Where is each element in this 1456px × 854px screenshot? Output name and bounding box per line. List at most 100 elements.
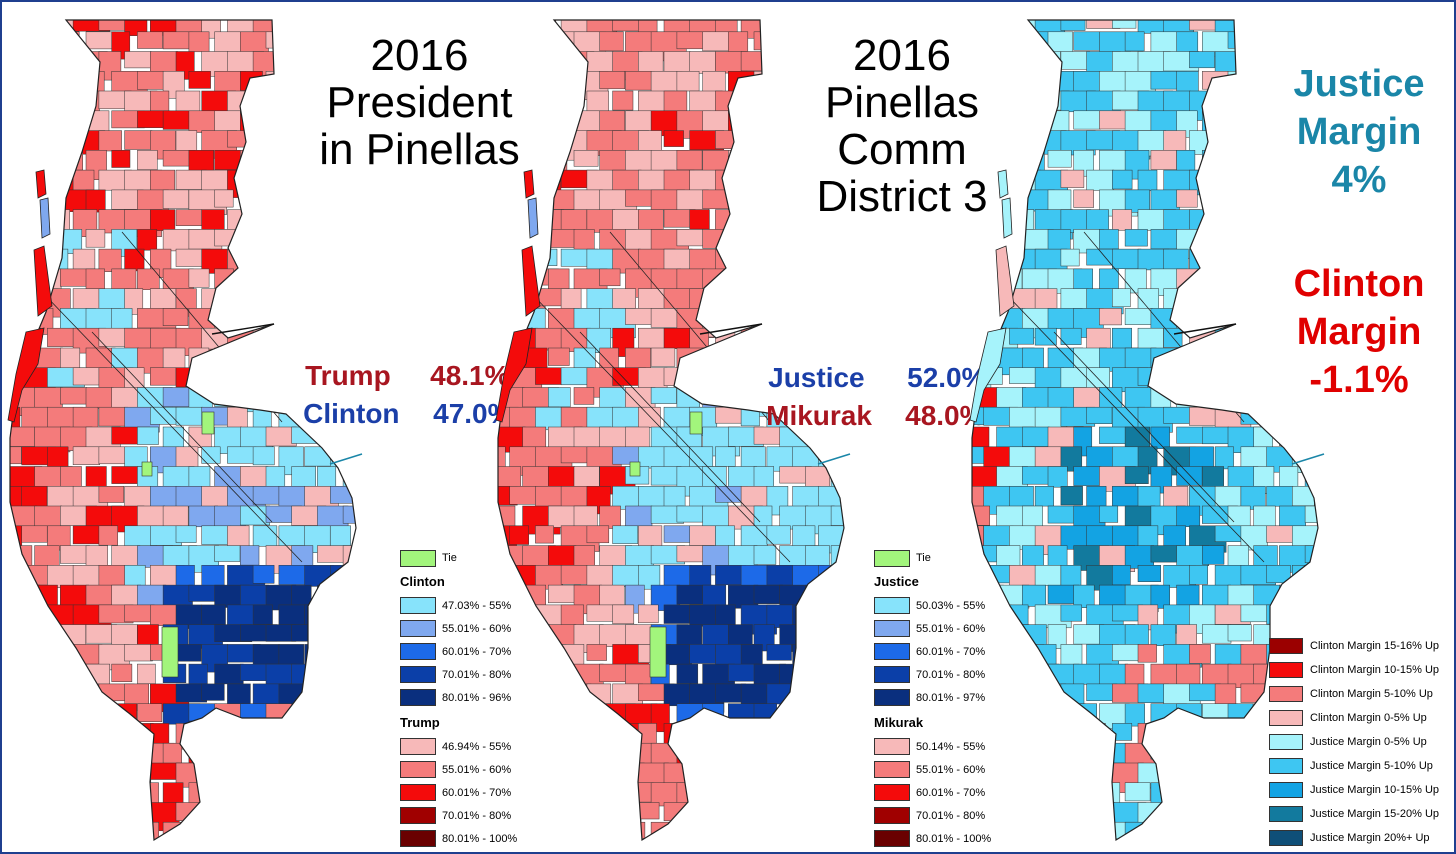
precinct — [1009, 51, 1044, 73]
county-outline — [497, 19, 845, 842]
precinct — [291, 229, 318, 255]
precinct — [766, 130, 787, 150]
precinct — [586, 288, 617, 311]
precinct — [265, 189, 288, 212]
precinct — [265, 110, 289, 139]
precinct — [766, 802, 786, 821]
precinct — [548, 347, 570, 366]
candidate-pct: 52.0% — [907, 362, 987, 393]
precinct — [740, 802, 761, 826]
precinct — [1189, 20, 1219, 31]
precinct — [740, 248, 778, 279]
precinct — [1099, 110, 1128, 130]
precinct — [728, 742, 749, 769]
precinct — [599, 347, 619, 370]
precinct — [535, 90, 573, 117]
precinct — [188, 663, 208, 685]
precinct — [728, 229, 749, 253]
county-outline — [9, 19, 357, 842]
precinct — [291, 189, 330, 220]
precinct — [805, 782, 835, 800]
precinct — [728, 782, 753, 807]
precinct — [1137, 802, 1170, 826]
precinct — [1009, 130, 1033, 148]
precinct — [137, 703, 163, 722]
precinct — [47, 644, 68, 669]
justice-margin-line: 4% — [1331, 159, 1387, 201]
precinct — [98, 248, 122, 272]
precinct — [1034, 327, 1057, 346]
precinct — [214, 308, 247, 331]
precinct — [240, 268, 272, 287]
precinct — [1073, 110, 1101, 130]
precinct — [1253, 31, 1276, 62]
precinct — [265, 268, 298, 296]
precinct — [650, 308, 679, 328]
precinct — [1163, 723, 1185, 747]
precinct — [702, 821, 730, 840]
precinct — [342, 742, 356, 769]
precinct — [498, 683, 522, 708]
precinct — [1099, 505, 1119, 523]
precinct — [612, 802, 642, 831]
precinct — [137, 821, 159, 840]
precinct — [1227, 624, 1252, 642]
precinct — [1227, 821, 1253, 840]
precinct — [291, 268, 323, 288]
precinct — [972, 703, 993, 722]
precinct — [972, 742, 996, 763]
precinct — [1022, 71, 1046, 90]
precinct — [10, 189, 39, 214]
precinct — [702, 229, 731, 249]
precinct — [766, 209, 802, 232]
precinct — [291, 624, 322, 642]
legend-row: 47.03% - 55% — [400, 594, 517, 617]
precinct — [498, 624, 531, 647]
precinct — [830, 703, 844, 730]
legend-swatch — [400, 643, 436, 660]
precinct — [676, 268, 705, 291]
precinct — [162, 742, 182, 764]
precinct — [1240, 604, 1277, 623]
precinct — [1163, 486, 1189, 508]
precinct — [522, 71, 556, 102]
precinct — [85, 821, 117, 839]
precinct — [702, 347, 723, 376]
precinct — [702, 703, 725, 723]
precinct — [1189, 762, 1227, 780]
legend-group-heading: Mikurak — [874, 715, 924, 730]
precinct — [1202, 347, 1235, 372]
precinct — [805, 229, 836, 251]
precinct — [150, 406, 178, 425]
precinct — [560, 762, 581, 781]
precinct — [342, 584, 356, 605]
precinct — [625, 71, 655, 91]
precinct — [548, 71, 569, 98]
precinct — [509, 644, 540, 666]
precinct — [214, 268, 234, 289]
precinct — [996, 110, 1032, 135]
justice-margin-line: Margin — [1296, 111, 1422, 153]
legend-label: Justice Margin 20%+ Up — [1310, 832, 1430, 844]
precinct — [996, 742, 1036, 761]
clinton-margin-line: Clinton — [1293, 263, 1425, 305]
precinct — [227, 802, 252, 829]
precinct — [1304, 426, 1318, 445]
precinct — [766, 51, 789, 74]
precinct — [252, 209, 276, 230]
precinct — [137, 268, 160, 290]
precinct — [728, 308, 754, 326]
precinct — [805, 703, 833, 724]
legend-label: 70.01% - 80% — [442, 809, 512, 822]
precinct — [535, 762, 562, 783]
precinct — [304, 248, 332, 274]
precinct — [265, 150, 302, 177]
precinct — [1124, 189, 1150, 213]
precinct — [10, 762, 29, 782]
precinct — [830, 505, 844, 526]
precinct — [766, 565, 795, 586]
precinct — [740, 288, 769, 312]
precinct — [188, 268, 210, 288]
precinct — [766, 248, 792, 273]
